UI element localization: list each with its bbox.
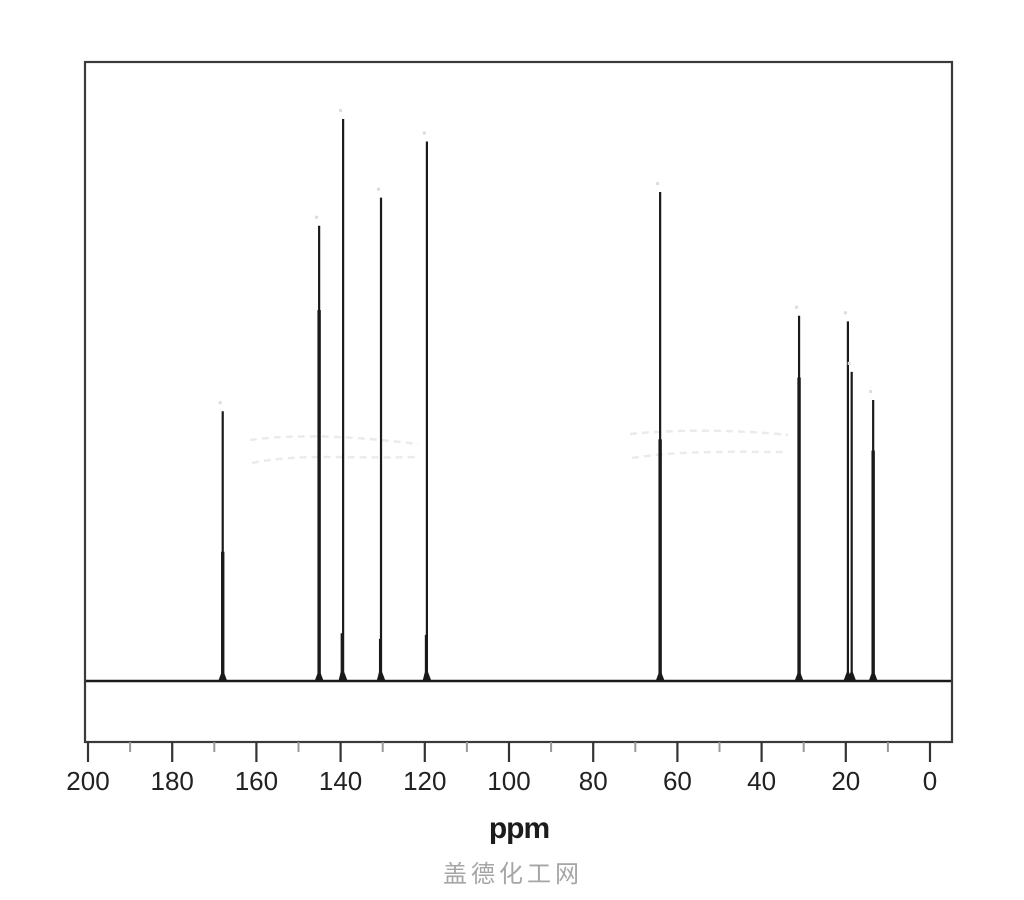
peak-apex-speck	[869, 390, 873, 393]
peak-spike	[422, 141, 432, 682]
peak-spike	[843, 321, 853, 681]
peak-overlap-segment	[797, 377, 801, 675]
tick-label: 40	[747, 766, 776, 796]
peak-apex-speck	[795, 305, 799, 309]
peak-apex-speck	[843, 311, 847, 315]
peak-spike	[422, 634, 429, 681]
peak-apex-speck	[315, 215, 319, 219]
tick-label: 60	[663, 766, 692, 796]
tick-label: 180	[151, 766, 194, 796]
faint-artifact	[251, 455, 416, 465]
tick-label: 120	[403, 766, 446, 796]
peak-apex-speck	[847, 361, 851, 365]
faint-artifact	[631, 450, 787, 460]
faint-artifact	[629, 429, 789, 437]
peak-apex-speck	[218, 401, 222, 405]
peak-overlap-segment	[317, 310, 321, 675]
tick-label: 200	[66, 766, 109, 796]
peak-spike	[376, 197, 386, 681]
peak-spike	[655, 192, 665, 681]
peak-spike	[218, 411, 228, 681]
tick-label: 80	[579, 766, 608, 796]
tick-label: 0	[923, 766, 937, 796]
tick-label: 100	[487, 766, 530, 796]
peak-spike	[376, 638, 383, 681]
plot-frame	[83, 60, 954, 744]
tick-label: 20	[831, 766, 860, 796]
peak-spike	[847, 371, 857, 681]
peak-apex-speck	[339, 109, 343, 112]
faint-artifact	[249, 435, 419, 446]
tick-label: 160	[235, 766, 278, 796]
tick-label: 140	[319, 766, 362, 796]
peak-overlap-segment	[871, 450, 875, 675]
peak-overlap-segment	[221, 551, 225, 675]
peak-apex-speck	[656, 182, 660, 186]
peak-spike	[338, 119, 348, 681]
peak-spike	[338, 633, 345, 681]
peak-apex-speck	[422, 131, 426, 135]
watermark-text: 盖德化工网	[443, 861, 583, 888]
peak-overlap-segment	[658, 439, 662, 675]
x-axis-unit-label: ppm	[488, 812, 550, 845]
peak-apex-speck	[377, 187, 381, 191]
